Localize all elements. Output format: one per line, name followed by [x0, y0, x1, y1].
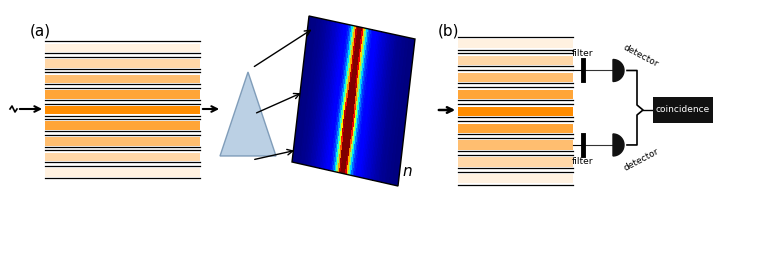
Bar [45, 137, 200, 146]
Text: (b): (b) [438, 24, 460, 39]
Bar [653, 97, 713, 123]
Bar [458, 56, 573, 65]
Text: detector: detector [622, 42, 661, 69]
Text: coincidence: coincidence [656, 105, 710, 115]
Bar [458, 174, 573, 183]
Text: filter: filter [572, 50, 594, 58]
Bar [45, 44, 200, 52]
Text: filter: filter [572, 157, 594, 166]
Bar [458, 90, 573, 99]
Bar [45, 121, 200, 130]
Bar [45, 90, 200, 99]
Bar [458, 123, 573, 133]
Bar [45, 168, 200, 177]
Bar [458, 140, 573, 150]
Bar [45, 106, 200, 115]
Text: n: n [402, 164, 411, 179]
Polygon shape [613, 59, 624, 82]
Bar [458, 39, 573, 48]
Bar [45, 153, 200, 161]
Bar [458, 73, 573, 82]
Bar [458, 157, 573, 167]
Bar [458, 107, 573, 116]
Bar [45, 59, 200, 68]
Polygon shape [613, 134, 624, 156]
Bar [45, 75, 200, 83]
Polygon shape [220, 72, 276, 156]
Text: detector: detector [622, 147, 661, 173]
Text: (a): (a) [30, 24, 51, 39]
